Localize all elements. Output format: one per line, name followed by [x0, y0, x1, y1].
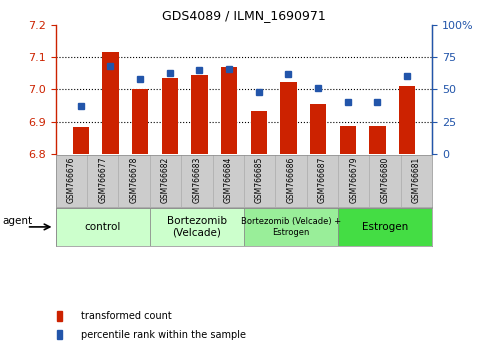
Title: GDS4089 / ILMN_1690971: GDS4089 / ILMN_1690971 — [162, 9, 326, 22]
Bar — [57, 311, 62, 321]
Text: Bortezomib (Velcade) +
Estrogen: Bortezomib (Velcade) + Estrogen — [241, 217, 341, 236]
Text: percentile rank within the sample: percentile rank within the sample — [81, 330, 246, 339]
Bar — [150, 208, 244, 246]
Text: GSM766687: GSM766687 — [318, 156, 327, 202]
Text: GSM766683: GSM766683 — [192, 156, 201, 202]
Bar — [102, 52, 119, 154]
Bar — [56, 208, 150, 246]
Bar — [132, 89, 148, 154]
Text: GSM766678: GSM766678 — [129, 156, 139, 202]
Text: GSM766686: GSM766686 — [286, 156, 296, 202]
Text: agent: agent — [3, 216, 33, 226]
Text: GSM766682: GSM766682 — [161, 156, 170, 202]
Text: Bortezomib
(Velcade): Bortezomib (Velcade) — [167, 216, 227, 238]
Text: control: control — [85, 222, 121, 232]
Bar — [251, 112, 267, 154]
Text: GSM766677: GSM766677 — [98, 156, 107, 203]
Text: GSM766679: GSM766679 — [349, 156, 358, 203]
Bar — [57, 330, 62, 339]
Bar — [280, 82, 297, 154]
Bar — [191, 75, 208, 154]
Text: Estrogen: Estrogen — [362, 222, 408, 232]
Bar — [369, 126, 385, 154]
Bar — [338, 208, 432, 246]
Bar — [399, 86, 415, 154]
Text: GSM766684: GSM766684 — [224, 156, 233, 202]
Bar — [162, 78, 178, 154]
Text: transformed count: transformed count — [81, 311, 171, 321]
Text: GSM766685: GSM766685 — [255, 156, 264, 202]
Text: GSM766680: GSM766680 — [381, 156, 390, 202]
Text: GSM766676: GSM766676 — [67, 156, 76, 203]
Bar — [310, 104, 326, 154]
Bar — [221, 67, 237, 154]
Bar — [244, 208, 338, 246]
Bar — [340, 126, 356, 154]
Bar — [72, 126, 89, 154]
Text: GSM766681: GSM766681 — [412, 156, 421, 202]
